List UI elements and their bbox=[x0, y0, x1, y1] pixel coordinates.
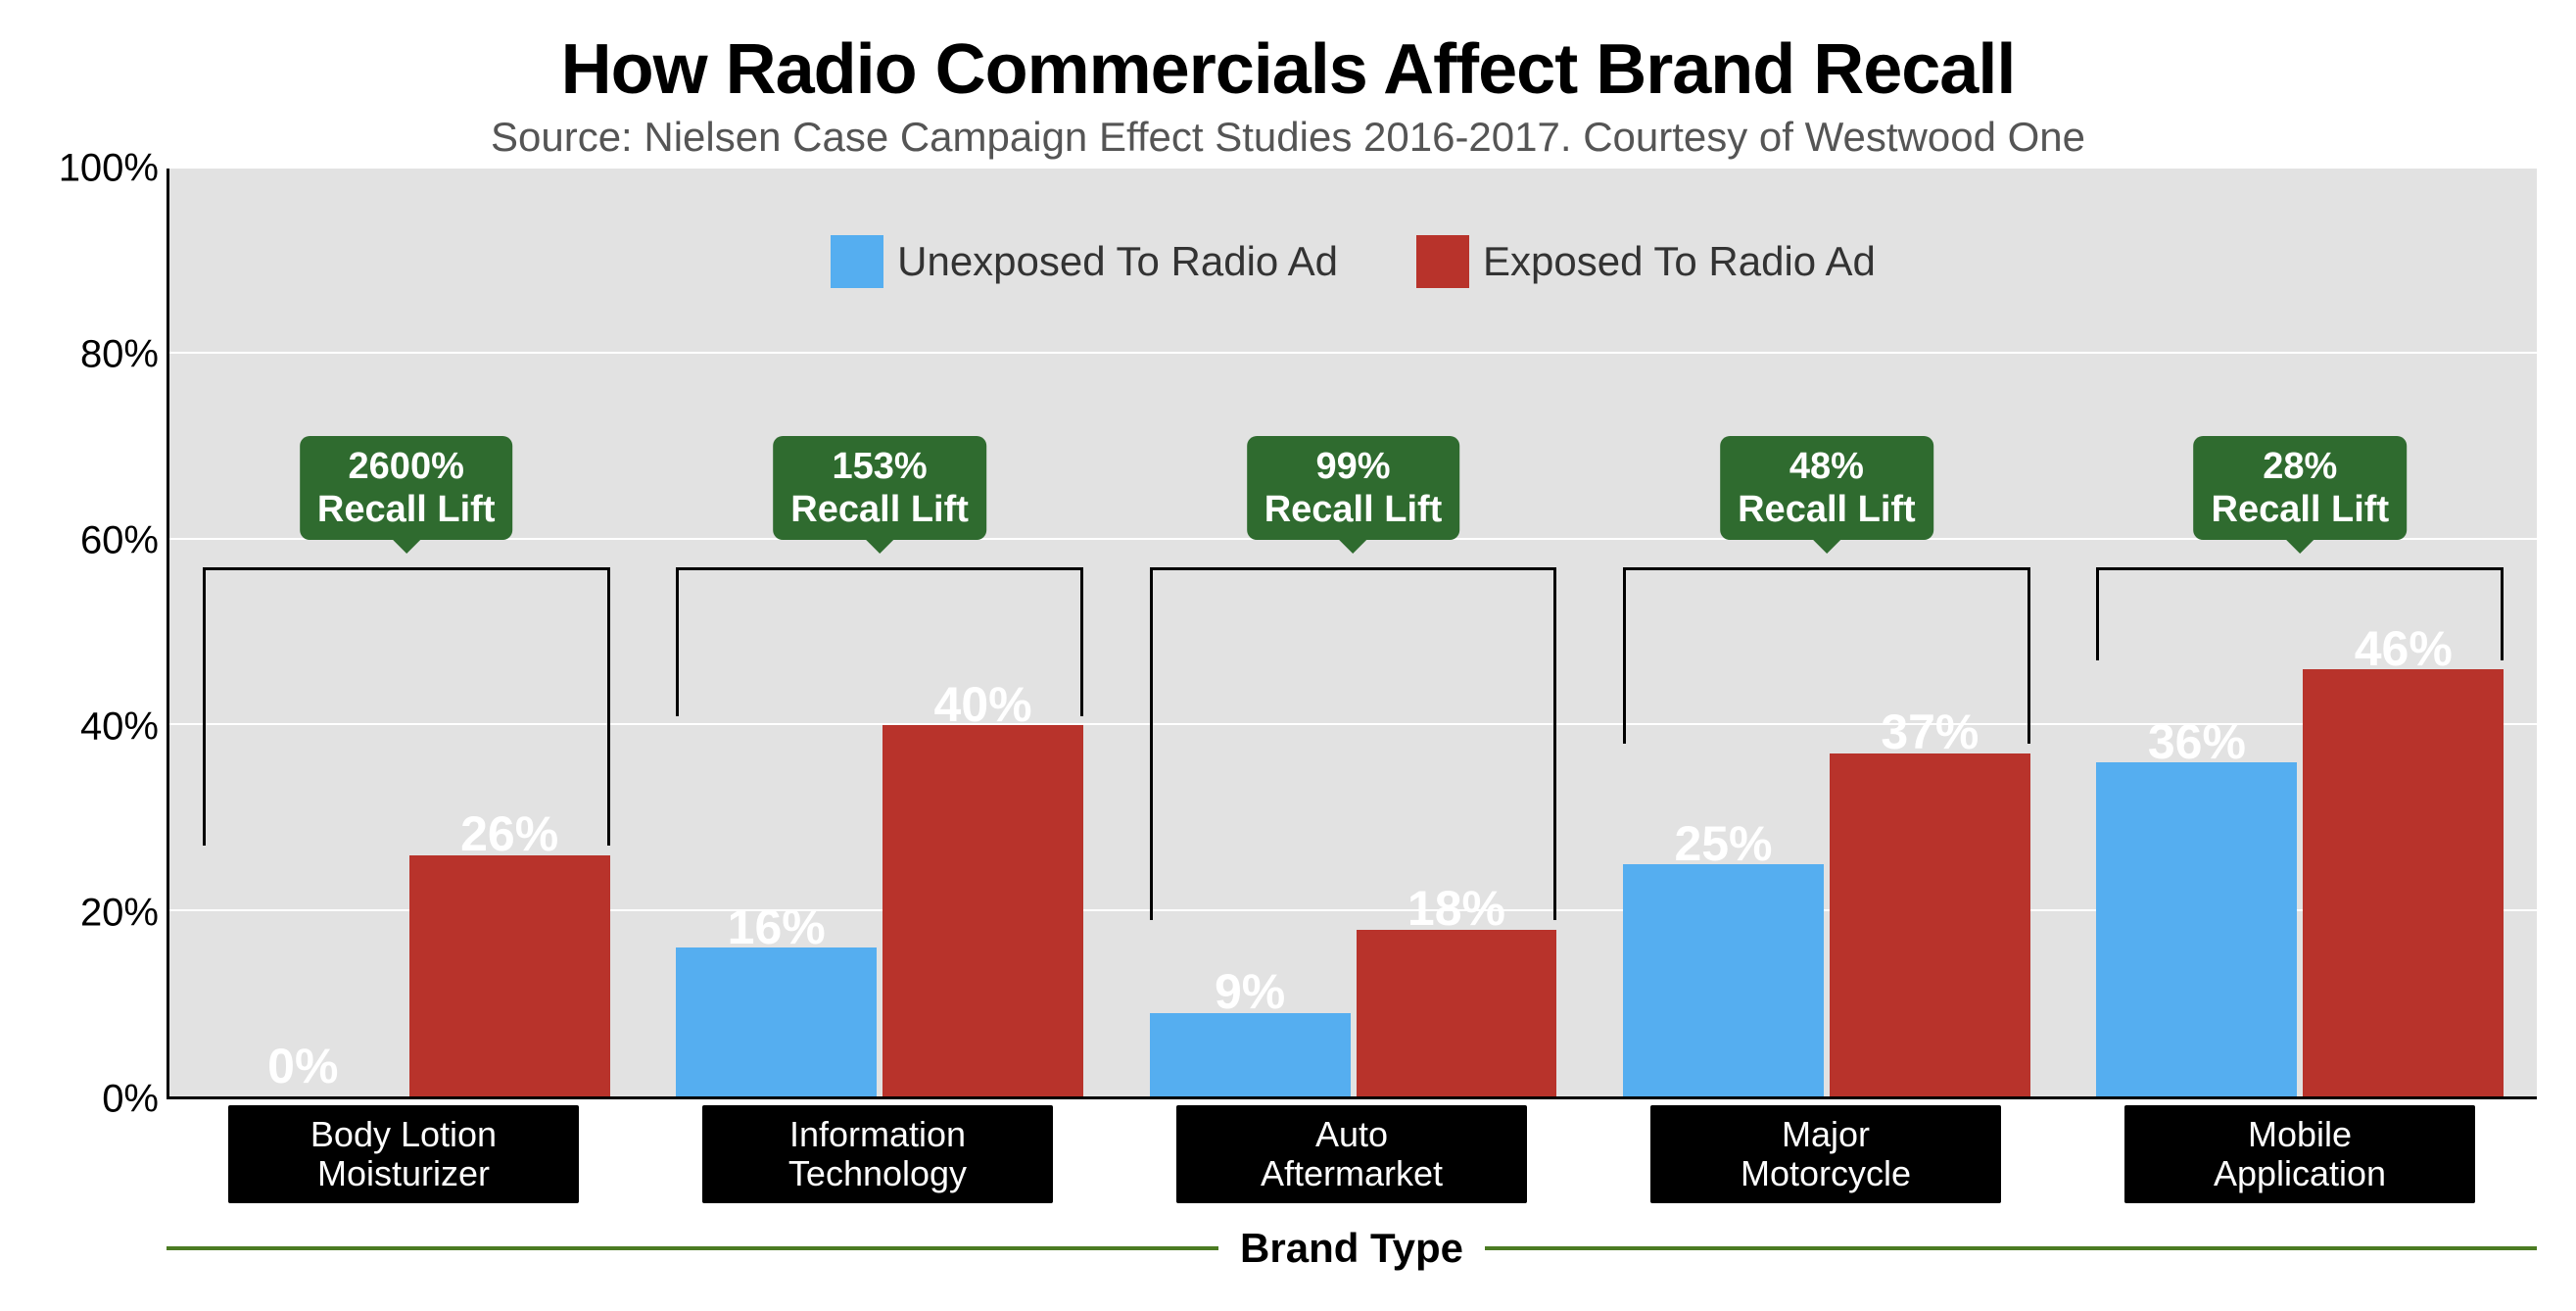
y-tick-label: 0% bbox=[102, 1078, 159, 1122]
y-axis: 0%20%40%60%80%100% bbox=[39, 169, 167, 1099]
bar-exposed: 40% bbox=[883, 725, 1083, 1096]
lift-value: 99% bbox=[1264, 446, 1443, 489]
y-tick-label: 40% bbox=[80, 705, 159, 750]
x-axis-rule bbox=[1485, 1246, 2537, 1250]
legend-label: Exposed To Radio Ad bbox=[1483, 238, 1876, 285]
bar-exposed: 37% bbox=[1830, 753, 2030, 1096]
y-tick-label: 100% bbox=[59, 147, 159, 191]
x-axis-rule bbox=[167, 1246, 1218, 1250]
bar-value-label: 40% bbox=[934, 676, 1032, 733]
lift-label: Recall Lift bbox=[317, 489, 496, 532]
legend-swatch-exposed bbox=[1416, 235, 1469, 288]
x-axis-title: Brand Type bbox=[1218, 1225, 1485, 1272]
plot-area: Unexposed To Radio Ad Exposed To Radio Ad… bbox=[167, 169, 2537, 1099]
bar-value-label: 18% bbox=[1407, 880, 1505, 937]
lift-value: 2600% bbox=[317, 446, 496, 489]
bar-value-label: 25% bbox=[1674, 815, 1772, 872]
lift-callout: 28%Recall Lift bbox=[2194, 436, 2408, 539]
category-label: Mobile Application bbox=[2124, 1105, 2475, 1203]
legend: Unexposed To Radio Ad Exposed To Radio Ad bbox=[169, 169, 2537, 354]
lift-bracket bbox=[203, 567, 610, 846]
legend-label: Unexposed To Radio Ad bbox=[897, 238, 1338, 285]
bar-value-label: 46% bbox=[2355, 620, 2453, 677]
category-labels-row: Body Lotion Moisturizer Information Techn… bbox=[167, 1105, 2537, 1203]
lift-label: Recall Lift bbox=[2212, 489, 2390, 532]
legend-swatch-unexposed bbox=[831, 235, 883, 288]
category-label: Body Lotion Moisturizer bbox=[228, 1105, 579, 1203]
bar-unexposed: 25% bbox=[1623, 864, 1824, 1096]
category-label: Auto Aftermarket bbox=[1176, 1105, 1527, 1203]
lift-value: 153% bbox=[790, 446, 969, 489]
y-tick-label: 60% bbox=[80, 519, 159, 563]
bar-value-label: 37% bbox=[1881, 704, 1979, 760]
lift-label: Recall Lift bbox=[1738, 489, 1916, 532]
bar-exposed: 46% bbox=[2303, 669, 2504, 1096]
chart-title: How Radio Commercials Affect Brand Recal… bbox=[39, 29, 2537, 110]
legend-item-exposed: Exposed To Radio Ad bbox=[1416, 169, 1876, 354]
category-label: Major Motorcycle bbox=[1650, 1105, 2001, 1203]
y-tick-label: 20% bbox=[80, 892, 159, 936]
bar-value-label: 36% bbox=[2148, 713, 2246, 770]
bar-exposed: 26% bbox=[409, 855, 610, 1096]
bar-value-label: 0% bbox=[267, 1038, 338, 1094]
x-axis-title-row: Brand Type bbox=[167, 1225, 2537, 1272]
lift-label: Recall Lift bbox=[1264, 489, 1443, 532]
lift-callout: 2600%Recall Lift bbox=[300, 436, 513, 539]
bar-unexposed: 9% bbox=[1150, 1013, 1351, 1096]
lift-bracket bbox=[1150, 567, 1557, 920]
chart-subtitle: Source: Nielsen Case Campaign Effect Stu… bbox=[39, 114, 2537, 161]
lift-label: Recall Lift bbox=[790, 489, 969, 532]
bar-unexposed: 36% bbox=[2096, 762, 2297, 1096]
chart-container: How Radio Commercials Affect Brand Recal… bbox=[0, 0, 2576, 1311]
bar-unexposed: 16% bbox=[676, 947, 877, 1096]
bar-exposed: 18% bbox=[1357, 930, 1557, 1096]
y-tick-label: 80% bbox=[80, 333, 159, 377]
lift-value: 48% bbox=[1738, 446, 1916, 489]
legend-item-unexposed: Unexposed To Radio Ad bbox=[831, 169, 1338, 354]
bar-value-label: 16% bbox=[728, 898, 826, 955]
category-label: Information Technology bbox=[702, 1105, 1053, 1203]
plot-row: 0%20%40%60%80%100% Unexposed To Radio Ad… bbox=[39, 169, 2537, 1099]
lift-value: 28% bbox=[2212, 446, 2390, 489]
lift-callout: 48%Recall Lift bbox=[1720, 436, 1933, 539]
bar-value-label: 26% bbox=[460, 805, 558, 862]
bar-value-label: 9% bbox=[1215, 963, 1285, 1020]
lift-callout: 99%Recall Lift bbox=[1247, 436, 1460, 539]
lift-callout: 153%Recall Lift bbox=[773, 436, 986, 539]
